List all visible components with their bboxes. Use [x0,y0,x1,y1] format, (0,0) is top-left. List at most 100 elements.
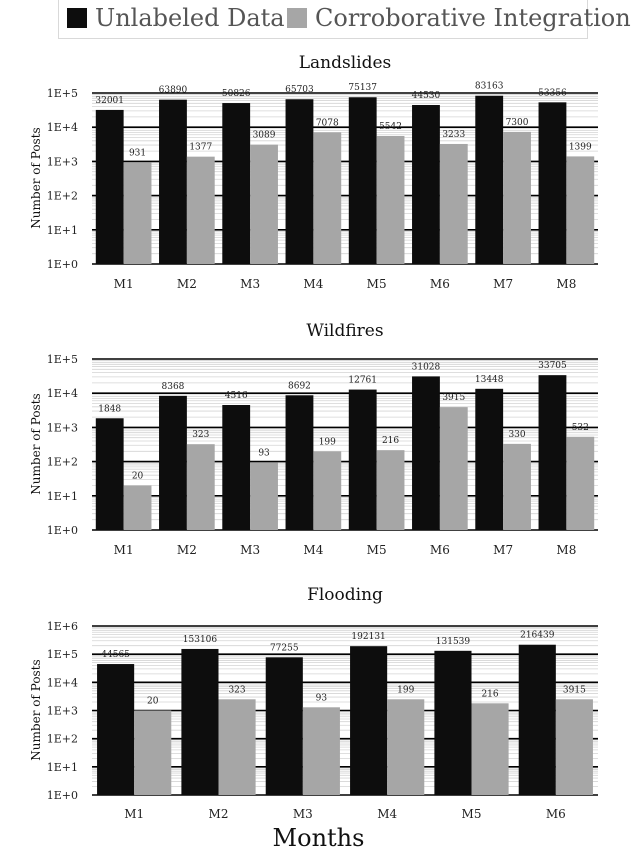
data-label: 3915 [563,685,586,695]
bar-unlabeled [518,644,556,795]
y-tick-label: 1E+2 [47,190,78,203]
category-label: M8 [556,277,576,291]
data-label: 83163 [475,82,504,92]
bar-corroborative [250,144,278,264]
data-label: 931 [129,148,146,158]
bar-corroborative [250,462,278,530]
data-label: 3915 [442,393,465,403]
data-label: 323 [192,430,209,440]
bar-corroborative [313,132,342,264]
legend-label-corroborative: Corroborative Integration [315,4,631,32]
bar-unlabeled [412,105,440,264]
bar-corroborative [376,135,405,264]
y-tick-label: 1E+1 [47,224,78,237]
data-label: 4516 [225,391,248,401]
data-label: 13448 [475,375,504,385]
data-label: 192131 [351,632,385,642]
y-tick-label: 1E+3 [47,705,78,718]
legend-swatch-corroborative [287,8,307,28]
data-label: 3089 [253,131,276,141]
legend-swatch-unlabeled [67,8,87,28]
category-label: M2 [177,543,197,557]
legend: Unlabeled Data Corroborative Integration [58,0,631,39]
bar-corroborative [503,131,531,264]
bar-unlabeled [95,109,124,265]
data-label: 153106 [183,635,218,645]
y-axis-label: Number of Posts [29,127,43,228]
y-tick-label: 1E+2 [47,733,78,746]
category-label: M8 [556,543,576,557]
data-label: 31028 [412,362,441,372]
data-label: 63890 [159,86,188,96]
bar-corroborative [566,436,595,530]
data-label: 1377 [189,143,212,153]
category-label: M7 [493,277,513,291]
bar-unlabeled [97,664,135,795]
y-tick-label: 1E+4 [47,676,78,689]
y-tick-label: 1E+5 [47,648,78,661]
bar-corroborative [387,699,425,795]
category-label: M4 [303,543,323,557]
category-label: M3 [293,807,313,821]
data-label: 330 [508,430,525,440]
flooding-chart: 1E+0 1E+1 1E+2 1E+3 1E+4 1E+5 1E+6 Flooding Numb… [29,585,598,821]
bar-unlabeled [434,650,472,795]
bar-unlabeled [348,389,377,530]
bar-corroborative [186,444,215,530]
data-label: 44530 [412,91,441,101]
bar-corroborative [471,703,509,795]
bar-unlabeled [222,103,251,264]
data-label: 50826 [222,89,251,99]
data-label: 199 [397,685,414,695]
data-label: 131539 [436,637,471,647]
category-label: M1 [124,807,144,821]
category-label: M7 [493,543,513,557]
data-label: 7300 [506,118,529,128]
data-label: 532 [572,423,589,433]
data-label: 1848 [98,404,121,414]
category-label: M5 [367,543,387,557]
y-tick-label: 1E+1 [47,490,78,503]
bar-corroborative [439,407,468,530]
category-label: M6 [430,277,450,291]
category-label: M3 [240,543,260,557]
bar-corroborative [503,443,531,530]
data-label: 216 [481,689,498,699]
category-label: M4 [377,807,397,821]
landslides-chart: 1E+0 1E+1 1E+2 1E+3 1E+4 1E+5 Landslides Number… [29,53,598,291]
bar-corroborative [566,156,595,264]
data-label: 1399 [569,142,592,152]
bar-corroborative [123,162,152,264]
bar-corroborative [439,143,468,264]
chart-title: Landslides [299,53,392,73]
category-label: M5 [462,807,482,821]
data-label: 93 [258,449,270,459]
data-label: 20 [147,697,159,707]
bar-unlabeled [538,102,567,264]
legend-item-corroborative: Corroborative Integration [287,4,631,32]
bar-unlabeled [95,418,124,530]
y-tick-label: 1E+0 [47,789,78,802]
category-label: M4 [303,277,323,291]
bar-corroborative [123,485,152,530]
bar-corroborative [218,699,256,795]
bar-unlabeled [285,395,314,530]
y-tick-label: 1E+0 [47,258,78,271]
bar-corroborative [313,451,342,530]
data-label: 44565 [101,650,130,660]
data-label: 32001 [95,96,124,106]
y-tick-label: 1E+4 [47,121,78,134]
bar-corroborative [302,707,340,795]
bar-unlabeled [159,395,187,530]
category-label: M2 [177,277,197,291]
bar-unlabeled [159,99,187,264]
category-label: M1 [114,543,134,557]
data-label: 75137 [348,83,377,93]
category-label: M6 [430,543,450,557]
y-tick-label: 1E+3 [47,155,78,168]
data-label: 3233 [442,130,465,140]
data-label: 199 [319,437,336,447]
bar-unlabeled [222,405,251,530]
bar-unlabeled [285,99,314,264]
data-label: 5542 [379,122,402,132]
